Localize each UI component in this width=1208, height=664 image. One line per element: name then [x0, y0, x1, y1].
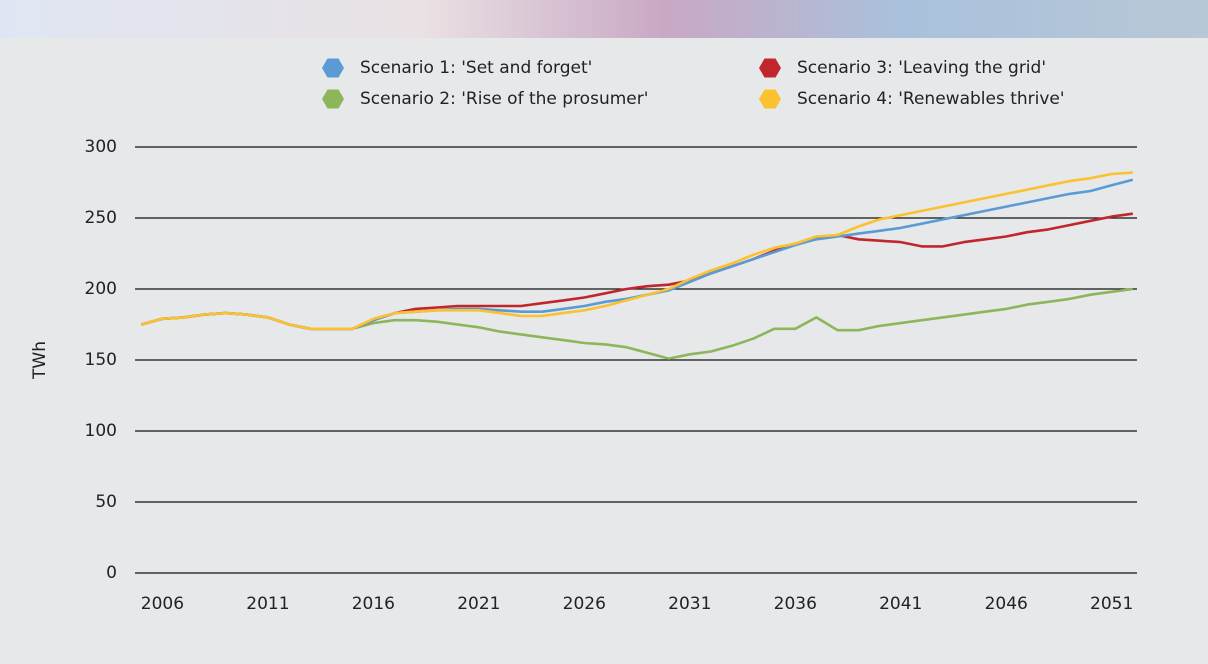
- y-tick-label: 0: [106, 563, 117, 583]
- y-tick-label: 50: [95, 492, 117, 512]
- legend-label: Scenario 4: 'Renewables thrive': [797, 89, 1065, 109]
- legend-marker: [759, 89, 781, 109]
- x-tick-label: 2016: [352, 594, 395, 614]
- x-tick-label: 2051: [1090, 594, 1133, 614]
- x-tick-label: 2011: [246, 594, 289, 614]
- y-tick-label: 150: [85, 350, 117, 370]
- x-tick-label: 2041: [879, 594, 922, 614]
- legend-label: Scenario 2: 'Rise of the prosumer': [360, 89, 648, 109]
- y-tick-label: 300: [85, 137, 117, 157]
- legend-marker: [322, 58, 344, 78]
- y-tick-label: 200: [85, 279, 117, 299]
- x-tick-label: 2036: [774, 594, 817, 614]
- legend-label: Scenario 3: 'Leaving the grid': [797, 58, 1046, 78]
- x-tick-label: 2031: [668, 594, 711, 614]
- y-tick-label: 250: [85, 208, 117, 228]
- legend-label: Scenario 1: 'Set and forget': [360, 58, 592, 78]
- legend-marker: [759, 58, 781, 78]
- x-tick-label: 2046: [985, 594, 1028, 614]
- x-tick-label: 2006: [141, 594, 184, 614]
- header-band: [0, 0, 1208, 38]
- legend-marker: [322, 89, 344, 109]
- x-tick-label: 2021: [457, 594, 500, 614]
- y-tick-label: 100: [85, 421, 117, 441]
- x-tick-label: 2026: [563, 594, 606, 614]
- y-axis-label: TWh: [30, 341, 50, 380]
- series-line: [140, 178, 1134, 331]
- series-line: [140, 171, 1133, 331]
